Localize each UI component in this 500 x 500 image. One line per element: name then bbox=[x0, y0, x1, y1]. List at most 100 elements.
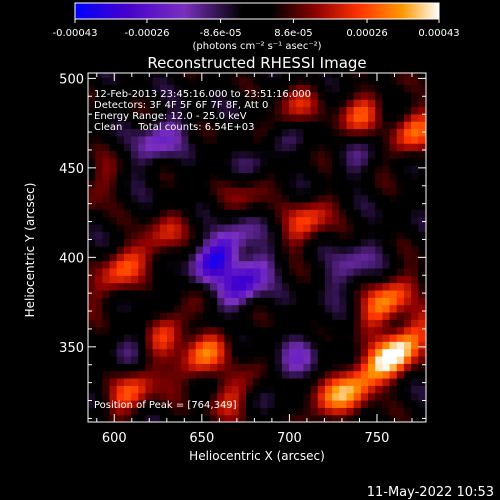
heatmap-cell bbox=[360, 194, 369, 203]
heatmap-cell bbox=[245, 267, 254, 276]
heatmap-cell bbox=[281, 187, 290, 196]
heatmap-cell bbox=[260, 311, 269, 320]
heatmap-cell bbox=[245, 223, 254, 232]
heatmap-cell bbox=[95, 297, 103, 306]
heatmap-cell bbox=[253, 414, 261, 422]
heatmap-cell bbox=[138, 128, 147, 137]
heatmap-cell bbox=[152, 414, 161, 422]
heatmap-cell bbox=[145, 179, 154, 188]
heatmap-cell bbox=[109, 377, 118, 386]
heatmap-cell bbox=[274, 238, 283, 247]
heatmap-cell bbox=[88, 143, 96, 152]
heatmap-cell bbox=[260, 223, 269, 232]
heatmap-cell bbox=[238, 223, 247, 232]
heatmap-cell bbox=[145, 91, 154, 100]
heatmap-cell bbox=[238, 150, 247, 159]
heatmap-cell bbox=[245, 370, 254, 379]
heatmap-cell bbox=[131, 194, 139, 203]
heatmap-cell bbox=[123, 73, 132, 78]
heatmap-cell bbox=[389, 245, 398, 254]
heatmap-cell bbox=[224, 209, 233, 218]
heatmap-cell bbox=[289, 172, 297, 181]
heatmap-cell bbox=[245, 333, 254, 342]
heatmap-cell bbox=[145, 165, 154, 174]
heatmap-cell bbox=[145, 289, 154, 298]
heatmap-cell bbox=[210, 392, 218, 401]
heatmap-cell bbox=[145, 363, 154, 372]
heatmap-cell bbox=[102, 370, 111, 379]
heatmap-cell bbox=[145, 157, 154, 166]
heatmap-cell bbox=[281, 407, 290, 416]
heatmap-cell bbox=[138, 407, 147, 416]
heatmap-cell bbox=[375, 223, 383, 232]
heatmap-cell bbox=[332, 399, 340, 408]
heatmap-cell bbox=[353, 282, 362, 291]
heatmap-cell bbox=[174, 355, 182, 364]
heatmap-cell bbox=[231, 319, 240, 328]
heatmap-cell bbox=[267, 355, 276, 364]
heatmap-cell bbox=[353, 245, 362, 254]
heatmap-cell bbox=[88, 223, 96, 232]
heatmap-cell bbox=[303, 84, 312, 93]
heatmap-cell bbox=[324, 113, 333, 122]
heatmap-cell bbox=[195, 275, 204, 284]
heatmap-cell bbox=[102, 355, 111, 364]
heatmap-cell bbox=[360, 165, 369, 174]
heatmap-cell bbox=[253, 245, 261, 254]
heatmap-cell bbox=[310, 326, 319, 335]
heatmap-cell bbox=[339, 341, 348, 350]
heatmap-cell bbox=[368, 370, 376, 379]
heatmap-cell bbox=[131, 348, 139, 357]
heatmap-cell bbox=[281, 91, 290, 100]
heatmap-cell bbox=[253, 333, 261, 342]
heatmap-cell bbox=[88, 113, 96, 122]
heatmap-cell bbox=[210, 341, 218, 350]
heatmap-cell bbox=[403, 194, 412, 203]
heatmap-cell bbox=[131, 135, 139, 144]
heatmap-cell bbox=[159, 253, 168, 262]
heatmap-cell bbox=[389, 238, 398, 247]
heatmap-cell bbox=[339, 370, 348, 379]
heatmap-cell bbox=[310, 172, 319, 181]
heatmap-cell bbox=[166, 385, 175, 394]
heatmap-cell bbox=[303, 355, 312, 364]
heatmap-cell bbox=[368, 253, 376, 262]
heatmap-cell bbox=[166, 172, 175, 181]
heatmap-cell bbox=[425, 297, 426, 306]
heatmap-cell bbox=[109, 91, 118, 100]
heatmap-cell bbox=[238, 216, 247, 225]
heatmap-cell bbox=[202, 165, 211, 174]
heatmap-cell bbox=[231, 157, 240, 166]
heatmap-cell bbox=[95, 370, 103, 379]
heatmap-cell bbox=[102, 267, 111, 276]
heatmap-cell bbox=[138, 223, 147, 232]
heatmap-cell bbox=[353, 99, 362, 108]
heatmap-cell bbox=[224, 128, 233, 137]
heatmap-cell bbox=[231, 73, 240, 78]
heatmap-cell bbox=[396, 399, 405, 408]
heatmap-cell bbox=[296, 304, 305, 313]
heatmap-cell bbox=[102, 201, 111, 210]
heatmap-cell bbox=[217, 414, 226, 422]
heatmap-cell bbox=[253, 216, 261, 225]
heatmap-cell bbox=[382, 260, 391, 269]
heatmap-cell bbox=[324, 77, 333, 86]
heatmap-cell bbox=[138, 275, 147, 284]
heatmap-cell bbox=[138, 414, 147, 422]
heatmap-cell bbox=[403, 260, 412, 269]
heatmap-cell bbox=[303, 289, 312, 298]
heatmap-cell bbox=[375, 326, 383, 335]
heatmap-cell bbox=[389, 341, 398, 350]
heatmap-cell bbox=[131, 253, 139, 262]
heatmap-cell bbox=[310, 363, 319, 372]
heatmap-cell bbox=[88, 106, 96, 115]
heatmap-cell bbox=[310, 73, 319, 78]
heatmap-cell bbox=[181, 297, 190, 306]
heatmap-cell bbox=[202, 209, 211, 218]
heatmap-cell bbox=[95, 326, 103, 335]
heatmap-cell bbox=[317, 216, 326, 225]
heatmap-cell bbox=[310, 165, 319, 174]
heatmap-cell bbox=[95, 231, 103, 240]
heatmap-cell bbox=[195, 326, 204, 335]
heatmap-cell bbox=[145, 341, 154, 350]
